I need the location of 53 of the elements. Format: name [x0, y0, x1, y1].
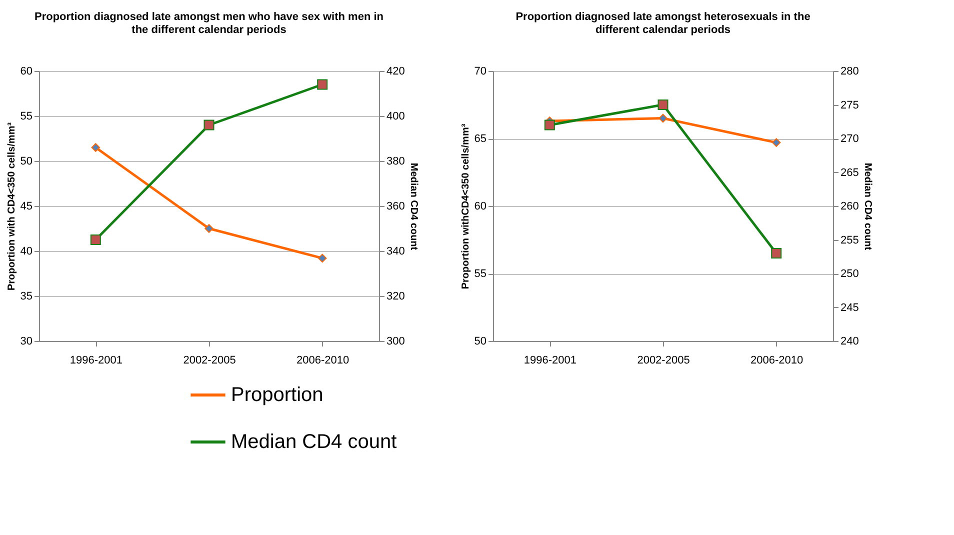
chart-title: Proportion diagnosed late amongst heterosexuals in the different calendar periods: [516, 11, 810, 36]
x-tick-label: 2006-2010: [750, 354, 804, 366]
point: [772, 138, 781, 147]
point: [90, 234, 101, 245]
y2-tick-label: 245: [840, 302, 859, 314]
y-tick-label: 50: [474, 336, 486, 348]
y2-tick-label: 250: [840, 268, 859, 280]
x-tick-label: 1996-2001: [524, 354, 576, 366]
y2-tick-label: 320: [386, 290, 405, 302]
y-tick-label: 60: [20, 66, 32, 78]
y-tick-label: 40: [20, 246, 32, 258]
x-tick-label: 2002-2005: [183, 354, 236, 366]
y-tick-label: 50: [20, 156, 32, 168]
y2-tick-label: 255: [840, 234, 859, 246]
y2-tick-label: 360: [386, 200, 405, 212]
y2-tick-label: 275: [840, 99, 859, 112]
point: [91, 143, 100, 152]
point: [544, 120, 555, 130]
y2-axis-title: Median CD4 count: [862, 162, 873, 251]
x-tick-label: 1996-2001: [70, 354, 122, 366]
y2-tick-label: 400: [386, 110, 405, 122]
y2-tick-label: 270: [840, 133, 859, 145]
y-tick-label: 55: [474, 268, 486, 280]
y2-tick-label: 420: [386, 66, 405, 78]
y2-tick-label: 240: [840, 336, 859, 348]
y-tick-label: 55: [20, 110, 32, 122]
y-tick-label: 60: [474, 200, 486, 212]
x-tick-label: 2002-2005: [637, 354, 690, 366]
y-tick-label: 35: [20, 290, 32, 302]
y-axis-title: Proportion withCD4<350 cells/mm³: [460, 123, 472, 290]
legend-label: Proportion: [231, 384, 324, 406]
y-tick-label: 45: [20, 200, 32, 212]
x-tick-label: 2006-2010: [296, 354, 350, 366]
chart-title: Proportion diagnosed late amongst men who have sex with men in the different calendar periods: [34, 11, 384, 36]
y2-tick-label: 260: [840, 200, 859, 212]
y2-tick-label: 300: [386, 336, 405, 348]
point: [658, 100, 668, 110]
y2-tick-label: 265: [840, 166, 859, 179]
y2-tick-label: 280: [840, 66, 859, 78]
point: [204, 120, 214, 130]
y-tick-label: 70: [474, 66, 486, 78]
y-tick-label: 65: [474, 133, 486, 145]
y2-tick-label: 380: [386, 156, 405, 168]
point: [318, 254, 327, 263]
y2-tick-label: 340: [386, 246, 405, 258]
y-axis-title: Proportion with CD4<350 cells/mm³: [6, 122, 18, 291]
point: [771, 248, 782, 258]
point: [204, 224, 214, 233]
y2-axis-title: Median CD4 count: [408, 162, 419, 251]
y-tick-label: 30: [20, 336, 32, 348]
point: [658, 114, 668, 123]
point: [317, 79, 328, 90]
legend-label: Median CD4 count: [231, 431, 398, 453]
